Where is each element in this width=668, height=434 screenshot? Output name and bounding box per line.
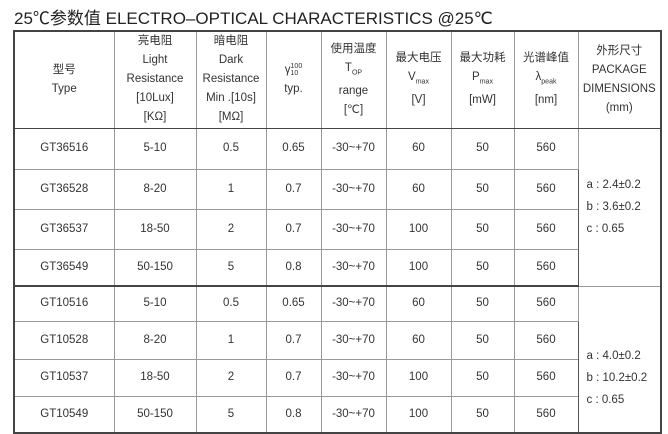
- header-package: 外形尺寸 PACKAGE DIMENSIONS (mm): [577, 30, 662, 129]
- table-cell: 0.65: [265, 127, 322, 170]
- header-temperature: 使用温度 TOP range [℃]: [320, 30, 387, 129]
- table-cell: 50: [450, 208, 515, 250]
- table-cell: 18-50: [113, 208, 197, 250]
- table-row: GT36516 5-10 0.5 0.65 -30~+70 60 50 560 a : 2.4±…: [13, 127, 662, 287]
- page-title: 25℃参数值 ELECTRO–OPTICAL CHARACTERISTICS @…: [14, 9, 493, 28]
- table-cell: 50-150: [113, 395, 197, 434]
- table-cell: 5-10: [113, 285, 197, 322]
- table-row: GT10537 18-50 2 0.7 -30~+70 100 50 560: [13, 358, 661, 397]
- table-cell: 560: [513, 395, 579, 434]
- table-cell: 50: [450, 168, 515, 210]
- table-cell: 50: [450, 127, 515, 170]
- package-dimension: a : 2.4±0.2: [586, 179, 641, 191]
- table-cell: 0.8: [265, 395, 322, 434]
- header-dark-resistance: 暗电阻 Dark Resistance Min .[10s] [MΩ]: [195, 30, 267, 129]
- table-cell: 0.7: [265, 320, 322, 360]
- package-dimension: b : 10.2±0.2: [586, 372, 648, 385]
- table-cell: 1: [195, 168, 267, 210]
- table-cell: -30~+70: [320, 127, 387, 170]
- table-cell: 50: [450, 358, 515, 397]
- table-cell: 2: [195, 358, 267, 397]
- package-dimension: b : 3.6±0.2: [586, 201, 641, 213]
- table-cell: 50: [450, 248, 515, 287]
- table-cell: -30~+70: [320, 248, 387, 287]
- table-cell: 60: [385, 285, 452, 322]
- table-cell: -30~+70: [320, 168, 387, 210]
- header-row: 型号 Type 亮电阻 Light Resistance [10Lux] [KΩ] 暗电阻…: [13, 30, 662, 129]
- table-cell: GT10528: [13, 320, 115, 360]
- table-row: GT10516 5-10 0.5 0.65 -30~+70 60 50 560 a : 4.0±…: [13, 285, 662, 434]
- header-peak-wavelength: 光谱峰值 λpeak [nm]: [513, 30, 579, 129]
- table-cell: 560: [513, 285, 579, 322]
- header-type: 型号 Type: [13, 30, 115, 129]
- table-cell: 560: [513, 248, 579, 287]
- table-cell: 5: [195, 395, 267, 434]
- package-dimensions-cell: a : 2.4±0.2 b : 3.6±0.2 c : 0.65: [577, 127, 662, 287]
- table-cell: 50: [450, 285, 515, 322]
- table-cell: 100: [385, 358, 452, 397]
- table-cell: 50-150: [113, 248, 197, 287]
- table-row: GT36537 18-50 2 0.7 -30~+70 100 50 560: [13, 208, 661, 250]
- table-cell: 560: [513, 168, 579, 210]
- package-dimension: c : 0.65: [586, 223, 625, 235]
- table-cell: GT36516: [13, 127, 115, 170]
- table-cell: -30~+70: [320, 320, 387, 360]
- table-cell: 560: [513, 358, 579, 397]
- table-cell: 0.7: [265, 358, 322, 397]
- table-cell: -30~+70: [320, 395, 387, 434]
- header-max-voltage: 最大电压 Vmax [V]: [385, 30, 452, 129]
- table-cell: -30~+70: [320, 208, 387, 250]
- table-cell: 0.5: [195, 127, 267, 170]
- table-cell: 0.65: [265, 285, 322, 322]
- table-cell: 100: [385, 248, 452, 287]
- table-cell: 100: [385, 208, 452, 250]
- table-cell: 0.7: [265, 168, 322, 210]
- package-dimension: c : 0.65: [586, 394, 625, 407]
- table-cell: 8-20: [113, 168, 197, 210]
- table-cell: 60: [385, 320, 452, 360]
- table-cell: 18-50: [113, 358, 197, 397]
- table-cell: 0.5: [195, 285, 267, 322]
- table-row: GT36549 50-150 5 0.8 -30~+70 100 50 560: [13, 248, 661, 287]
- table-cell: 50: [450, 395, 515, 434]
- table-cell: 560: [513, 320, 579, 360]
- table-cell: 60: [385, 168, 452, 210]
- table-cell: GT36549: [13, 248, 115, 287]
- table-cell: GT10537: [13, 358, 115, 397]
- table-cell: 2: [195, 208, 267, 250]
- package-dimensions-cell: a : 4.0±0.2 b : 10.2±0.2 c : 0.65: [577, 285, 662, 434]
- table-cell: 560: [513, 127, 579, 170]
- characteristics-table: 型号 Type 亮电阻 Light Resistance [10Lux] [KΩ] 暗电阻…: [13, 30, 662, 434]
- table-cell: GT10549: [13, 395, 115, 434]
- table-cell: 1: [195, 320, 267, 360]
- table-cell: 560: [513, 208, 579, 250]
- table-cell: 0.8: [265, 248, 322, 287]
- table-cell: -30~+70: [320, 358, 387, 397]
- table-cell: GT36537: [13, 208, 115, 250]
- table-cell: -30~+70: [320, 285, 387, 322]
- table-row: GT10528 8-20 1 0.7 -30~+70 60 50 560: [13, 320, 661, 360]
- table-cell: 5-10: [113, 127, 197, 170]
- table-cell: 5: [195, 248, 267, 287]
- table-cell: 60: [385, 127, 452, 170]
- table-cell: 0.7: [265, 208, 322, 250]
- package-dimension: a : 4.0±0.2: [586, 350, 641, 363]
- table-row: GT36528 8-20 1 0.7 -30~+70 60 50 560: [13, 168, 661, 210]
- table-cell: GT36528: [13, 168, 115, 210]
- table-cell: 100: [385, 395, 452, 434]
- header-max-power: 最大功耗 Pmax [mW]: [450, 30, 515, 129]
- header-gamma: γ100 10 typ.: [265, 30, 322, 129]
- table-cell: 50: [450, 320, 515, 360]
- table-cell: 8-20: [113, 320, 197, 360]
- table-cell: GT10516: [13, 285, 115, 322]
- header-light-resistance: 亮电阻 Light Resistance [10Lux] [KΩ]: [113, 30, 197, 129]
- table-row: GT10549 50-150 5 0.8 -30~+70 100 50 560: [13, 395, 661, 434]
